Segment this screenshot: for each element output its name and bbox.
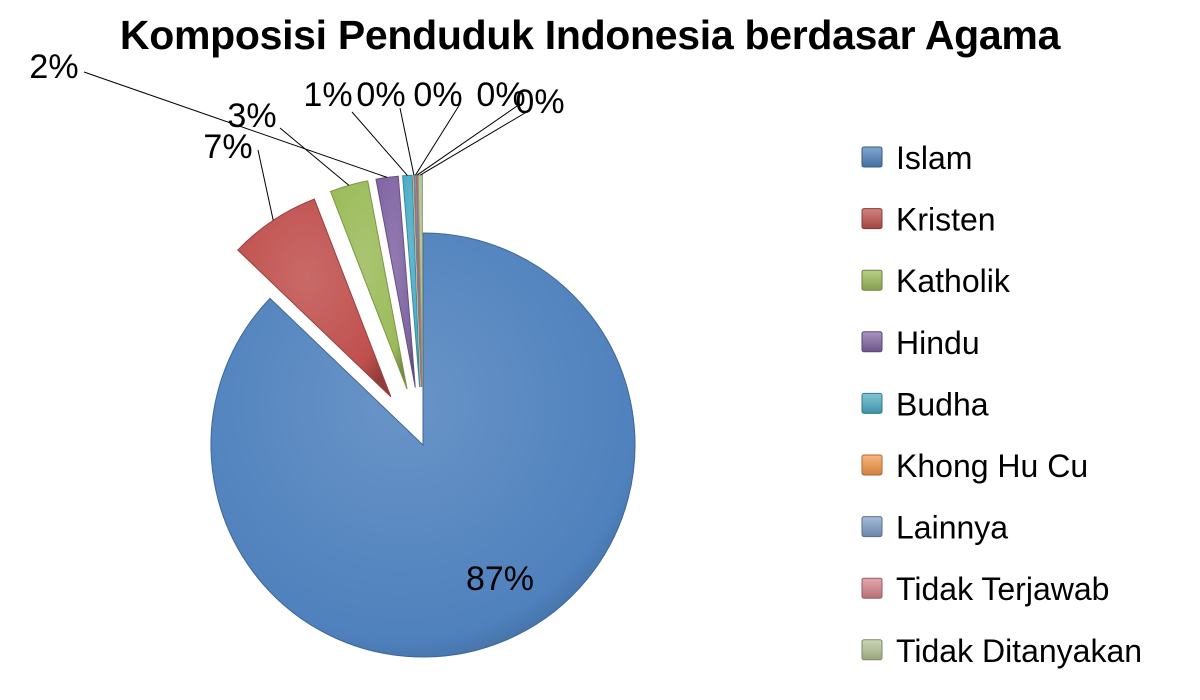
legend-swatch-tidak-ditanyakan bbox=[861, 639, 883, 661]
pie-slice-islam bbox=[210, 232, 636, 658]
legend-swatch-hindu bbox=[861, 331, 883, 353]
legend-label-tidak-terjawab: Tidak Terjawab bbox=[896, 571, 1109, 607]
leader-line-katholik bbox=[279, 127, 350, 186]
leader-line-tidak-ditanyakan bbox=[420, 109, 531, 176]
data-label-kristen: 7% bbox=[203, 128, 252, 166]
legend-item-lainnya: Lainnya bbox=[861, 510, 1008, 546]
legend-label-hindu: Hindu bbox=[896, 325, 980, 361]
legend-swatch-lainnya bbox=[861, 516, 883, 538]
leader-line-budha bbox=[351, 111, 408, 176]
leader-line-khong-hu-cu bbox=[399, 107, 415, 176]
legend-label-kristen: Kristen bbox=[896, 202, 996, 238]
pie-slice-katholik bbox=[329, 180, 408, 390]
data-label-islam: 87% bbox=[466, 560, 534, 598]
data-label-budha: 1% bbox=[303, 76, 352, 114]
data-label-tidak-terjawab: 0% bbox=[476, 76, 525, 114]
legend-label-lainnya: Lainnya bbox=[896, 510, 1008, 546]
pie-slice-budha bbox=[402, 174, 421, 388]
data-label-lainnya: 0% bbox=[413, 76, 462, 114]
legend-swatch-islam bbox=[861, 146, 883, 168]
leader-line-kristen bbox=[257, 149, 274, 221]
leader-line-hindu bbox=[83, 71, 388, 178]
legend-item-tidak-ditanyakan: Tidak Ditanyakan bbox=[861, 633, 1142, 669]
chart-title: Komposisi Penduduk Indonesia berdasar Ag… bbox=[119, 12, 1061, 58]
data-label-katholik: 3% bbox=[227, 97, 276, 135]
legend-item-khong-hu-cu: Khong Hu Cu bbox=[861, 448, 1088, 484]
legend-item-hindu: Hindu bbox=[861, 325, 980, 361]
legend-label-khong-hu-cu: Khong Hu Cu bbox=[896, 448, 1088, 484]
legend-swatch-kristen bbox=[861, 208, 883, 230]
legend-swatch-budha bbox=[861, 392, 883, 414]
data-label-khong-hu-cu: 0% bbox=[356, 76, 405, 114]
pie-slice-kristen bbox=[237, 198, 392, 398]
legend-item-kristen: Kristen bbox=[861, 202, 996, 238]
leader-line-tidak-terjawab bbox=[416, 103, 521, 176]
data-label-tidak-ditanyakan: 0% bbox=[515, 83, 564, 121]
leader-line-lainnya bbox=[415, 103, 461, 176]
legend-swatch-khong-hu-cu bbox=[861, 454, 883, 476]
legend-label-katholik: Katholik bbox=[896, 263, 1011, 299]
legend-item-tidak-terjawab: Tidak Terjawab bbox=[861, 571, 1109, 607]
data-label-hindu: 2% bbox=[29, 48, 78, 86]
legend-label-budha: Budha bbox=[896, 386, 989, 422]
legend-item-katholik: Katholik bbox=[861, 263, 1011, 299]
legend-swatch-katholik bbox=[861, 269, 883, 291]
legend-item-islam: Islam bbox=[861, 140, 972, 176]
legend-swatch-tidak-terjawab bbox=[861, 577, 883, 599]
legend-label-islam: Islam bbox=[896, 140, 972, 176]
legend-label-tidak-ditanyakan: Tidak Ditanyakan bbox=[896, 633, 1142, 669]
legend-item-budha: Budha bbox=[861, 386, 989, 422]
